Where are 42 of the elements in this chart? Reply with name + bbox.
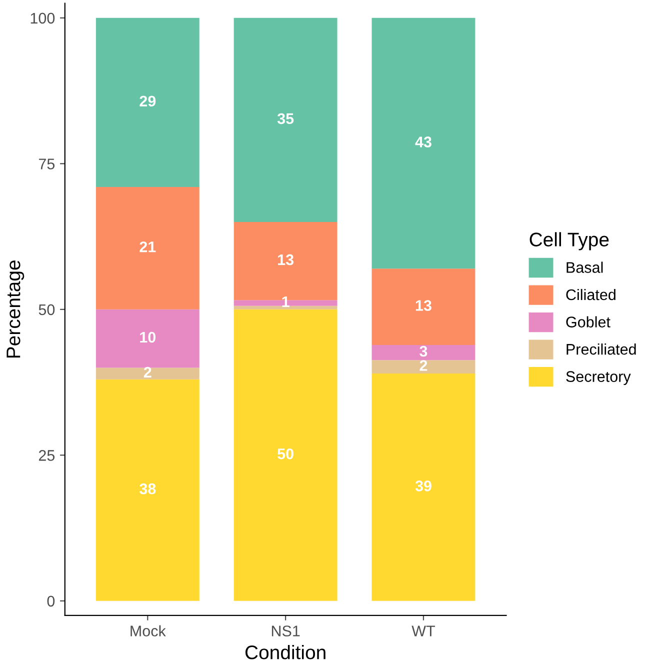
bar: [372, 374, 476, 601]
bar: [234, 18, 338, 222]
legend-title: Cell Type: [530, 232, 609, 250]
data-label: 35: [277, 113, 294, 124]
bar: [234, 306, 338, 310]
legend-label: Basal: [566, 262, 603, 273]
bar: [96, 18, 200, 187]
y-tick-label: 25: [38, 450, 55, 461]
y-axis-title: Percentage: [6, 260, 24, 358]
bar: [96, 309, 200, 368]
data-label: 43: [415, 136, 432, 148]
bar: [372, 18, 476, 269]
data-label: 2: [420, 360, 428, 371]
bar: [96, 368, 200, 380]
y-tick-label: 75: [38, 158, 55, 170]
data-label: 3: [420, 346, 428, 357]
y-tick-label: 100: [30, 12, 55, 24]
bar: [372, 360, 476, 374]
x-tick-label: Mock: [130, 625, 166, 636]
data-label: 21: [140, 241, 156, 252]
data-label: 10: [140, 332, 156, 343]
x-tick-label: WT: [412, 626, 435, 636]
bar: [96, 379, 200, 601]
legend-label: Ciliated: [566, 288, 616, 300]
data-label: 39: [415, 480, 432, 492]
x-tick-label: NS1: [272, 626, 300, 636]
x-axis-title: Condition: [245, 645, 326, 660]
data-label: 29: [140, 96, 156, 107]
bar: [372, 268, 476, 345]
legend-label: Goblet: [566, 316, 610, 328]
data-label: 50: [278, 448, 294, 460]
legend-label: Secretory: [566, 371, 631, 386]
bar: [234, 309, 338, 601]
legend-label: Preciliated: [566, 344, 636, 355]
bar: [372, 344, 476, 360]
data-label: 13: [416, 300, 432, 311]
data-label: 2: [144, 366, 152, 378]
y-tick-label: 0: [47, 596, 55, 607]
bar: [96, 186, 200, 310]
data-label: 38: [140, 483, 156, 494]
data-label: 13: [278, 254, 294, 266]
y-tick-label: 50: [38, 304, 55, 316]
